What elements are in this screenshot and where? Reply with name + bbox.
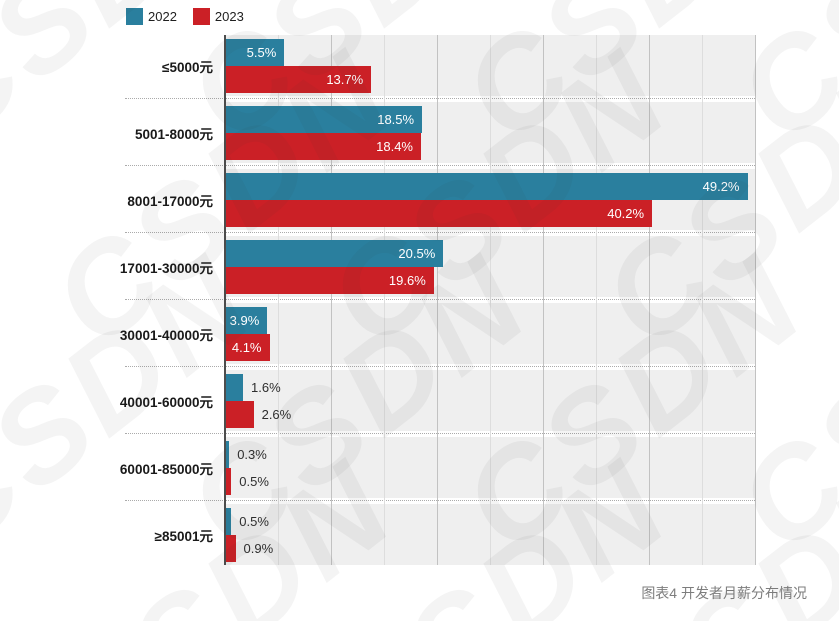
category-row: 8001-17000元 49.2% 40.2% (0, 163, 839, 230)
legend-swatch-2022-icon (126, 8, 143, 25)
gridline-20pct (437, 35, 438, 565)
gridline-45pct (702, 35, 703, 565)
value-label-2023: 4.1% (231, 340, 262, 355)
value-label-2022: 0.5% (239, 514, 269, 529)
gridline-50pct (755, 35, 756, 565)
value-label-2023: 19.6% (388, 273, 426, 288)
value-label-2022: 5.5% (246, 45, 277, 60)
legend-item-2022: 2022 (126, 8, 177, 25)
legend-swatch-2023-icon (192, 8, 210, 25)
row-separator (125, 433, 755, 434)
chart-caption: 图表4 开发者月薪分布情况 (641, 585, 807, 601)
gridline-15pct (384, 35, 385, 565)
value-label-2023: 0.9% (243, 541, 274, 556)
bar-2023 (226, 267, 434, 294)
legend-label: 2022 (148, 9, 177, 24)
bar-2022 (226, 39, 285, 66)
category-row: 30001-40000元 3.9% 4.1% (0, 297, 839, 364)
bar-2023 (226, 334, 270, 361)
gridline-5pct (278, 35, 279, 565)
bar-2023 (226, 66, 372, 93)
row-separator (125, 98, 755, 99)
category-label: 5001-8000元 (134, 126, 213, 142)
value-label-2022: 49.2% (702, 179, 740, 194)
bar-2023 (226, 535, 236, 562)
value-label-2022: 20.5% (398, 246, 436, 261)
category-row: 5001-8000元 18.5% 18.4% (0, 96, 839, 163)
value-label-2023: 18.4% (376, 139, 413, 154)
legend-item-2023: 2023 (192, 8, 244, 25)
gridline-30pct (543, 35, 544, 565)
category-label: 30001-40000元 (119, 327, 213, 343)
value-label-2022: 0.3% (237, 447, 267, 462)
value-label-2022: 1.6% (251, 380, 281, 395)
row-separator (125, 366, 755, 367)
bar-2022 (226, 240, 444, 267)
row-separator (125, 232, 755, 233)
category-row: 60001-85000元 0.3% 0.5% (0, 431, 839, 498)
category-row: ≤5000元 5.5% 13.7% (0, 29, 839, 96)
value-label-2022: 3.9% (229, 313, 260, 328)
bar-rows: ≤5000元 5.5% 13.7% 5001-8000元 18.5% 18.4% 8001-… (0, 29, 839, 565)
bar-2022 (226, 374, 243, 401)
bar-2023 (226, 200, 653, 227)
gridline-40pct (649, 35, 650, 565)
category-row: 40001-60000元 1.6% 2.6% (0, 364, 839, 431)
gridline-25pct (490, 35, 491, 565)
category-label: ≥85001元 (154, 528, 213, 544)
y-axis-line (224, 35, 226, 565)
category-row: ≥85001元 0.5% 0.9% (0, 498, 839, 565)
row-separator (125, 500, 755, 501)
bar-2022 (226, 441, 230, 468)
gridline-35pct (596, 35, 597, 565)
bar-2022 (226, 307, 268, 334)
bar-2023 (226, 133, 421, 160)
row-separator (125, 299, 755, 300)
row-separator (125, 165, 755, 166)
legend-label: 2023 (214, 9, 244, 24)
category-label: 60001-85000元 (119, 461, 213, 477)
value-label-2023: 13.7% (326, 72, 364, 87)
category-label: 17001-30000元 (119, 260, 213, 276)
category-label: 40001-60000元 (119, 394, 213, 410)
value-label-2023: 2.6% (261, 407, 292, 422)
value-label-2023: 40.2% (607, 206, 645, 221)
bar-2023 (226, 401, 254, 428)
value-label-2023: 0.5% (239, 474, 269, 489)
chart-legend: 2022 2023 (126, 8, 244, 25)
category-label: 8001-17000元 (127, 193, 213, 209)
bar-2022 (226, 106, 423, 133)
bar-2022 (226, 508, 232, 535)
value-label-2022: 18.5% (377, 112, 415, 127)
bar-2023 (226, 468, 232, 495)
category-label: ≤5000元 (162, 59, 213, 75)
gridline-10pct (331, 35, 332, 565)
bar-2022 (226, 173, 748, 200)
category-row: 17001-30000元 20.5% 19.6% (0, 230, 839, 297)
